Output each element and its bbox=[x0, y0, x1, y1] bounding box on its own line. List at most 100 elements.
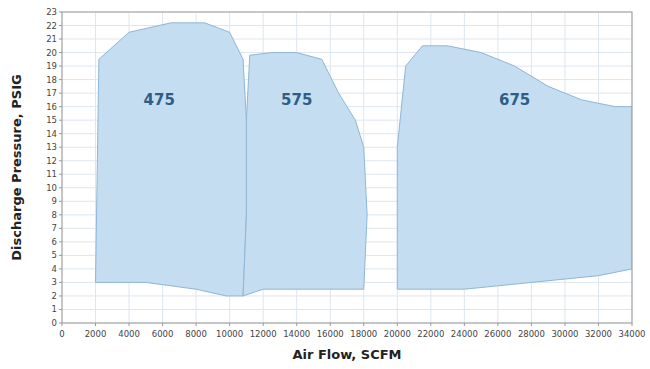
y-tick bbox=[59, 228, 62, 229]
x-tick bbox=[397, 323, 398, 326]
y-tick-label: 20 bbox=[46, 48, 57, 58]
plot-background bbox=[62, 12, 632, 323]
axes: 0200040006000800010000120001400016000180… bbox=[46, 7, 645, 339]
y-axis-label: Discharge Pressure, PSIG bbox=[9, 74, 24, 260]
x-tick bbox=[598, 323, 599, 326]
y-tick bbox=[59, 25, 62, 26]
x-tick bbox=[129, 323, 130, 326]
x-tick-label: 22000 bbox=[417, 329, 444, 339]
region-label: 675 bbox=[499, 91, 530, 109]
y-tick bbox=[59, 12, 62, 13]
x-tick-label: 10000 bbox=[216, 329, 243, 339]
x-tick bbox=[430, 323, 431, 326]
y-tick-label: 7 bbox=[52, 223, 57, 233]
y-tick-label: 11 bbox=[46, 169, 57, 179]
grid bbox=[62, 12, 632, 323]
x-tick-label: 2000 bbox=[85, 329, 107, 339]
y-tick bbox=[59, 295, 62, 296]
region-labels: 475 575 675 bbox=[144, 91, 531, 109]
plot-frame bbox=[62, 12, 632, 323]
region-label: 475 bbox=[144, 91, 175, 109]
y-tick-label: 6 bbox=[52, 237, 57, 247]
y-tick-label: 4 bbox=[52, 264, 57, 274]
y-tick bbox=[59, 160, 62, 161]
region-label: 575 bbox=[281, 91, 312, 109]
y-tick bbox=[59, 309, 62, 310]
x-tick-label: 20000 bbox=[384, 329, 411, 339]
x-tick-label: 12000 bbox=[250, 329, 277, 339]
x-tick-label: 26000 bbox=[484, 329, 511, 339]
y-tick-label: 10 bbox=[46, 183, 57, 193]
x-tick-label: 0 bbox=[59, 329, 64, 339]
x-tick bbox=[497, 323, 498, 326]
x-tick bbox=[229, 323, 230, 326]
y-tick bbox=[59, 174, 62, 175]
y-tick-label: 12 bbox=[46, 156, 57, 166]
x-tick-label: 34000 bbox=[618, 329, 645, 339]
y-tick bbox=[59, 39, 62, 40]
x-tick bbox=[196, 323, 197, 326]
y-tick-label: 15 bbox=[46, 115, 57, 125]
x-tick-label: 16000 bbox=[317, 329, 344, 339]
x-tick bbox=[464, 323, 465, 326]
x-tick-label: 24000 bbox=[451, 329, 478, 339]
chart: 4755756750200040006000800010000120001400… bbox=[0, 0, 650, 369]
x-tick bbox=[564, 323, 565, 326]
y-tick-label: 2 bbox=[52, 291, 57, 301]
y-tick bbox=[59, 106, 62, 107]
y-tick bbox=[59, 133, 62, 134]
y-tick-label: 1 bbox=[52, 304, 57, 314]
x-tick-label: 14000 bbox=[283, 329, 310, 339]
y-tick bbox=[59, 201, 62, 202]
x-tick bbox=[296, 323, 297, 326]
region bbox=[397, 46, 632, 289]
y-tick-label: 16 bbox=[46, 102, 57, 112]
y-tick bbox=[59, 93, 62, 94]
x-tick-label: 28000 bbox=[518, 329, 545, 339]
x-tick bbox=[363, 323, 364, 326]
x-tick bbox=[162, 323, 163, 326]
x-tick bbox=[632, 323, 633, 326]
x-tick bbox=[95, 323, 96, 326]
y-tick-label: 13 bbox=[46, 142, 57, 152]
y-tick-label: 21 bbox=[46, 34, 57, 44]
y-tick bbox=[59, 255, 62, 256]
regions bbox=[96, 23, 632, 296]
grid-line-y bbox=[62, 25, 632, 26]
y-tick-label: 22 bbox=[46, 21, 57, 31]
x-tick bbox=[330, 323, 331, 326]
grid-line-y bbox=[62, 309, 632, 310]
y-tick bbox=[59, 66, 62, 67]
x-tick-label: 4000 bbox=[118, 329, 140, 339]
x-tick-label: 32000 bbox=[585, 329, 612, 339]
region bbox=[243, 53, 367, 296]
y-tick-label: 5 bbox=[52, 250, 57, 260]
y-tick bbox=[59, 187, 62, 188]
y-tick bbox=[59, 52, 62, 53]
y-tick bbox=[59, 120, 62, 121]
y-tick-label: 3 bbox=[52, 277, 57, 287]
y-tick bbox=[59, 147, 62, 148]
y-tick-label: 0 bbox=[52, 318, 57, 328]
y-tick bbox=[59, 79, 62, 80]
x-tick bbox=[263, 323, 264, 326]
x-tick-label: 6000 bbox=[152, 329, 174, 339]
x-axis-label: Air Flow, SCFM bbox=[292, 347, 401, 362]
y-tick-label: 9 bbox=[52, 196, 57, 206]
region bbox=[96, 23, 247, 296]
y-tick bbox=[59, 268, 62, 269]
grid-line-y bbox=[62, 295, 632, 296]
x-tick-label: 18000 bbox=[350, 329, 377, 339]
y-tick-label: 17 bbox=[46, 88, 57, 98]
y-tick bbox=[59, 323, 62, 324]
x-tick bbox=[531, 323, 532, 326]
x-tick-label: 8000 bbox=[185, 329, 207, 339]
y-tick bbox=[59, 282, 62, 283]
y-tick bbox=[59, 241, 62, 242]
y-tick-label: 19 bbox=[46, 61, 57, 71]
y-tick-label: 18 bbox=[46, 75, 57, 85]
x-tick-label: 30000 bbox=[551, 329, 578, 339]
y-tick-label: 8 bbox=[52, 210, 57, 220]
y-tick-label: 23 bbox=[46, 7, 57, 17]
y-tick bbox=[59, 214, 62, 215]
